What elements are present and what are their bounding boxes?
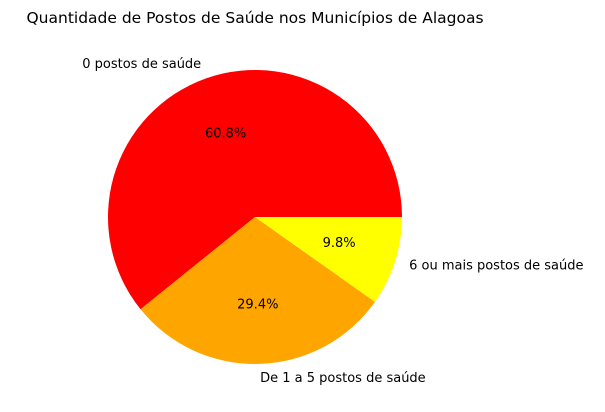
slice-label-3: 6 ou mais postos de saúde [409, 259, 583, 274]
pie-slice-2 [140, 217, 375, 364]
pie-slices [107, 69, 403, 364]
slice-label-1: 0 postos de saúde [82, 57, 201, 72]
pie-labels: 0 postos de saúde 60.8% De 1 a 5 postos de… [82, 57, 583, 386]
chart-title: Quantidade de Postos de Saúde nos Municí… [26, 9, 483, 27]
pie-slice-1 [107, 69, 403, 310]
pie-slice-3 [255, 217, 402, 302]
slice-label-2: De 1 a 5 postos de saúde [260, 371, 426, 386]
slice-percent-1: 60.8% [205, 126, 246, 141]
slice-percent-2: 29.4% [237, 298, 278, 313]
slice-percent-3: 9.8% [323, 236, 356, 251]
